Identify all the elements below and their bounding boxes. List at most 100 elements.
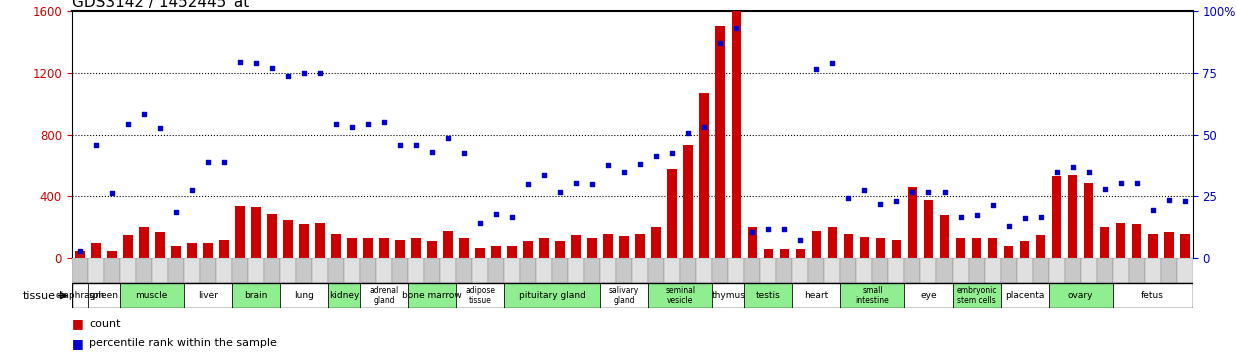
- Bar: [969, 258, 985, 283]
- Point: [550, 189, 570, 195]
- Bar: [1080, 258, 1096, 283]
- Bar: [891, 240, 901, 258]
- Bar: [985, 258, 1001, 283]
- Bar: [315, 223, 325, 258]
- Bar: [971, 238, 981, 258]
- Bar: [507, 246, 517, 258]
- Text: bone marrow: bone marrow: [402, 291, 462, 300]
- Point: [534, 172, 554, 178]
- Bar: [184, 283, 232, 308]
- Bar: [889, 258, 905, 283]
- Point: [502, 215, 522, 220]
- Bar: [552, 258, 569, 283]
- Text: ovary: ovary: [1068, 291, 1094, 300]
- Bar: [72, 283, 88, 308]
- Bar: [712, 258, 728, 283]
- Point: [630, 161, 650, 167]
- Point: [566, 180, 586, 185]
- Bar: [1116, 223, 1126, 258]
- Bar: [88, 258, 104, 283]
- Bar: [792, 283, 840, 308]
- Bar: [988, 238, 997, 258]
- Bar: [539, 238, 549, 258]
- Point: [1047, 169, 1067, 175]
- Bar: [248, 258, 263, 283]
- Bar: [632, 258, 648, 283]
- Text: lung: lung: [294, 291, 314, 300]
- Bar: [344, 258, 360, 283]
- Point: [902, 189, 922, 195]
- Text: muscle: muscle: [136, 291, 168, 300]
- Point: [662, 150, 682, 156]
- Bar: [617, 258, 632, 283]
- Bar: [91, 243, 100, 258]
- Bar: [154, 232, 164, 258]
- Bar: [216, 258, 232, 283]
- Point: [967, 212, 986, 218]
- Bar: [1064, 258, 1080, 283]
- Text: heart: heart: [805, 291, 828, 300]
- Bar: [299, 224, 309, 258]
- Bar: [953, 283, 1001, 308]
- Bar: [504, 283, 601, 308]
- Bar: [152, 258, 168, 283]
- Bar: [376, 258, 392, 283]
- Bar: [219, 240, 229, 258]
- Bar: [1100, 227, 1110, 258]
- Bar: [905, 283, 953, 308]
- Bar: [1036, 235, 1046, 258]
- Bar: [203, 243, 213, 258]
- Bar: [601, 283, 648, 308]
- Point: [1031, 215, 1051, 220]
- Bar: [840, 258, 857, 283]
- Bar: [684, 145, 693, 258]
- Text: ■: ■: [72, 318, 84, 330]
- Bar: [440, 258, 456, 283]
- Point: [1015, 215, 1035, 221]
- Point: [470, 220, 489, 225]
- Bar: [716, 26, 726, 258]
- Bar: [1016, 258, 1032, 283]
- Bar: [136, 258, 152, 283]
- Bar: [279, 258, 295, 283]
- Bar: [1096, 258, 1112, 283]
- Bar: [808, 258, 824, 283]
- Point: [454, 150, 473, 156]
- Bar: [744, 258, 760, 283]
- Point: [582, 181, 602, 187]
- Point: [391, 143, 410, 148]
- Bar: [569, 258, 585, 283]
- Point: [934, 189, 954, 195]
- Bar: [120, 258, 136, 283]
- Bar: [476, 247, 485, 258]
- Bar: [1128, 258, 1145, 283]
- Bar: [267, 213, 277, 258]
- Bar: [859, 237, 869, 258]
- Text: percentile rank within the sample: percentile rank within the sample: [89, 338, 277, 348]
- Point: [133, 112, 153, 117]
- Point: [182, 187, 201, 193]
- Bar: [728, 258, 744, 283]
- Point: [166, 209, 185, 215]
- Bar: [347, 238, 357, 258]
- Point: [423, 149, 442, 154]
- Point: [278, 74, 298, 79]
- Point: [198, 160, 218, 165]
- Point: [950, 215, 970, 220]
- Bar: [648, 258, 664, 283]
- Bar: [1161, 258, 1177, 283]
- Point: [983, 202, 1002, 208]
- Bar: [700, 93, 709, 258]
- Bar: [555, 241, 565, 258]
- Bar: [955, 238, 965, 258]
- Bar: [472, 258, 488, 283]
- Bar: [601, 258, 617, 283]
- Point: [438, 135, 457, 141]
- Bar: [428, 241, 436, 258]
- Point: [262, 65, 282, 71]
- Text: seminal
vesicle: seminal vesicle: [665, 286, 696, 305]
- Point: [886, 198, 906, 204]
- Point: [1175, 198, 1195, 204]
- Bar: [873, 258, 889, 283]
- Bar: [235, 206, 245, 258]
